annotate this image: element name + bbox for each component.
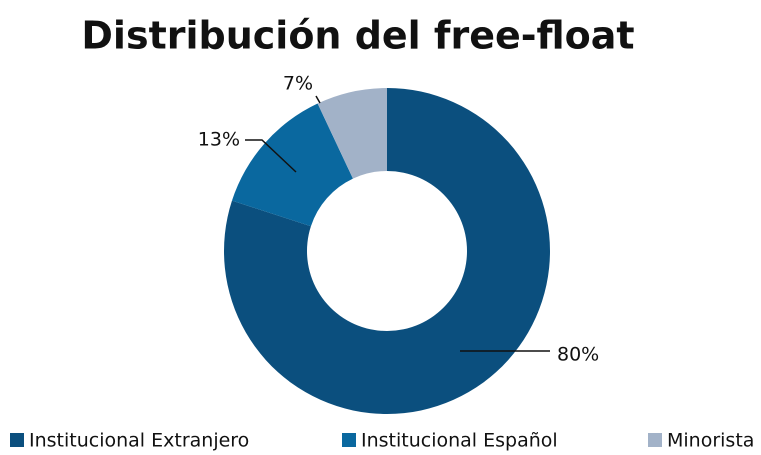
chart-title: Distribución del free-float bbox=[81, 14, 634, 58]
data-label: 80% bbox=[557, 344, 599, 366]
legend-swatch bbox=[648, 433, 662, 447]
legend-swatch bbox=[10, 433, 24, 447]
data-label: 13% bbox=[198, 129, 240, 151]
slice bbox=[317, 88, 387, 179]
leader-line bbox=[245, 139, 297, 173]
legend-label: Institucional Extranjero bbox=[29, 430, 249, 452]
leader-line bbox=[315, 95, 321, 104]
legend-swatch bbox=[342, 433, 356, 447]
data-label: 7% bbox=[283, 73, 313, 95]
legend-label: Institucional Español bbox=[361, 430, 558, 452]
slice bbox=[223, 88, 550, 414]
legend-label: Minorista bbox=[667, 430, 754, 452]
slice bbox=[231, 103, 353, 227]
